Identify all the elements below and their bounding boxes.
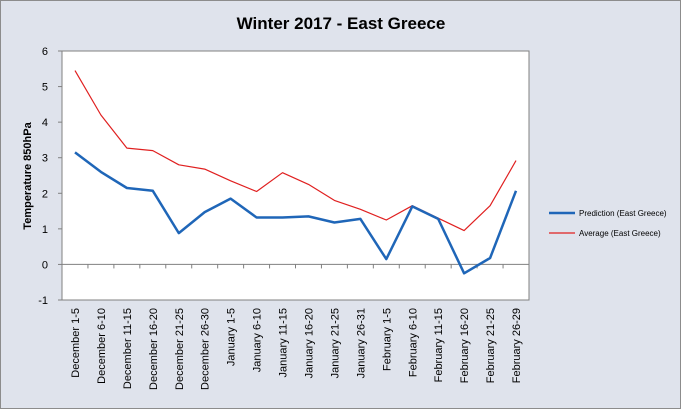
y-tick-label: 4 [42, 117, 48, 129]
y-axis-label: Temperature 850hPa [22, 121, 34, 229]
y-tick-label: 3 [42, 153, 48, 165]
legend-label: Average (East Greece) [579, 229, 661, 238]
x-tick-label: December 6-10 [96, 308, 108, 384]
x-tick-label: January 16-20 [303, 308, 315, 378]
x-tick-label: February 26-29 [511, 308, 523, 383]
x-tick-label: January 11-15 [278, 308, 290, 378]
y-tick-label: -1 [38, 295, 48, 307]
y-tick-label: 0 [42, 259, 48, 271]
y-tick-label: 5 [42, 82, 48, 94]
y-tick-label: 1 [42, 224, 48, 236]
x-axis: December 1-5 December 6-10 December 11-15 D… [61, 263, 530, 390]
series-layer [74, 70, 518, 275]
series-line-prediction [74, 151, 518, 275]
x-tick-label: January 1-5 [226, 308, 238, 366]
y-tick-label: 6 [42, 46, 48, 58]
x-tick-label: February 16-20 [459, 308, 471, 383]
x-tick-label: February 11-15 [433, 308, 445, 382]
x-tick-label: December 16-20 [148, 308, 160, 390]
plot-area [61, 50, 530, 301]
legend: Prediction (East Greece) Average (East Gr… [549, 209, 667, 238]
x-tick-label: December 11-15 [122, 308, 134, 389]
x-tick-label: December 26-30 [200, 308, 212, 390]
y-axis: -1 0 1 2 3 4 5 6 [38, 46, 62, 307]
legend-label: Prediction (East Greece) [579, 209, 667, 218]
y-tick-label: 2 [42, 188, 48, 200]
x-tick-label: February 1-5 [381, 308, 393, 371]
x-tick-label: December 1-5 [70, 308, 82, 378]
x-tick-label: December 21-25 [174, 308, 186, 390]
series-line-average [74, 70, 517, 232]
chart-title: Winter 2017 - East Greece [237, 14, 446, 33]
x-tick-label: January 6-10 [252, 308, 264, 372]
x-tick-label: January 26-31 [355, 308, 367, 378]
x-tick-label: February 6-10 [407, 308, 419, 377]
x-tick-label: January 21-25 [329, 308, 341, 378]
x-tick-label: February 21-25 [485, 308, 497, 383]
